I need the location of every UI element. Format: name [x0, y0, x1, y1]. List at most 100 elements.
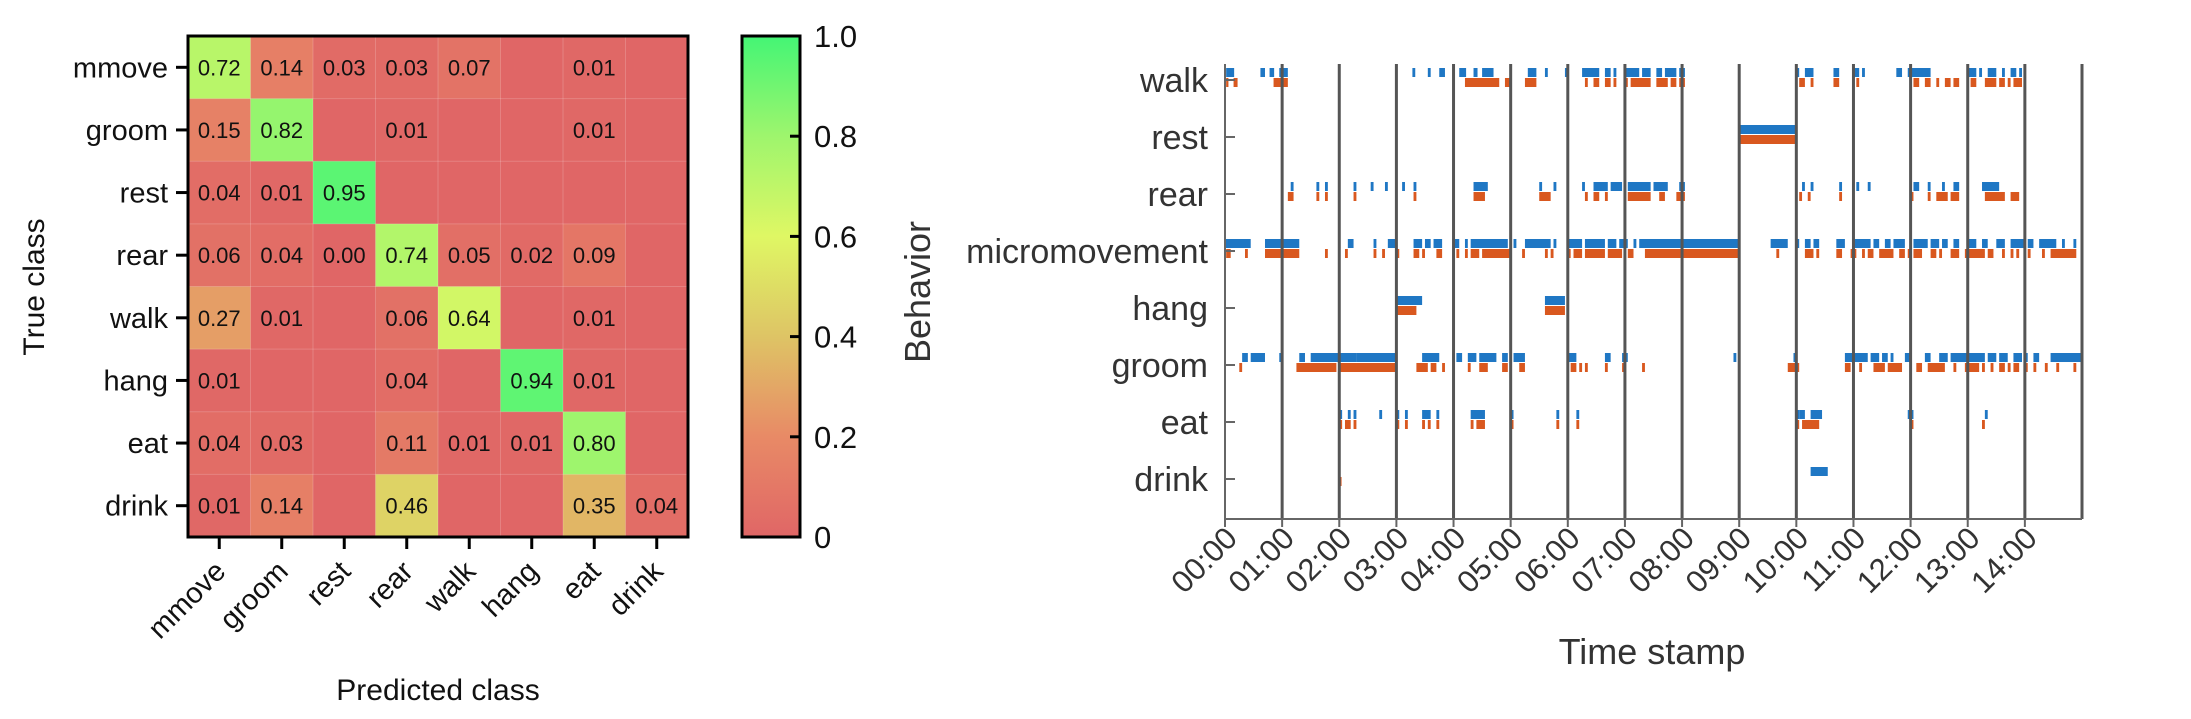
- matrix-cell: [563, 98, 626, 162]
- timeline-segment: [1344, 249, 1348, 258]
- timeline-segment: [1467, 353, 1477, 362]
- timeline-segment: [1373, 249, 1377, 258]
- timeline-segment: [1862, 249, 1865, 258]
- timeline-segment: [1412, 68, 1416, 77]
- timeline-segment: [2073, 239, 2077, 248]
- timeline-segment: [1770, 239, 1788, 248]
- matrix-cell: [313, 286, 376, 350]
- confusion-matrix-frame: [186, 34, 690, 539]
- cell-value: 0.35: [573, 494, 616, 519]
- timeline-segment: [1893, 239, 1905, 248]
- colorbar-tick-label: 0.4: [814, 320, 857, 355]
- timeline-segment: [1624, 68, 1640, 77]
- x-tick-label: mmove: [142, 555, 232, 645]
- timeline-segment: [1987, 249, 1994, 258]
- cell-value: 0.01: [198, 368, 241, 393]
- timeline-segment: [1913, 239, 1928, 248]
- x-tick-label: drink: [603, 555, 670, 622]
- timeline-segment: [2019, 68, 2023, 77]
- timeline-segment: [1287, 192, 1294, 201]
- timeline-segment: [1999, 353, 2008, 362]
- timeline-segment: [2027, 249, 2031, 258]
- cell-value: 0.64: [448, 306, 491, 331]
- timeline-segment: [2013, 353, 2023, 362]
- matrix-cell: [563, 161, 626, 225]
- timeline-segment: [1733, 353, 1737, 362]
- timeline-segment: [1479, 363, 1488, 372]
- timeline-segment: [1593, 78, 1600, 87]
- y-tick-label: rest: [120, 178, 168, 210]
- timeline-segment: [1630, 78, 1651, 87]
- timeline-segment: [1356, 353, 1397, 362]
- timeline-segment: [1413, 249, 1420, 258]
- timeline-segment: [1593, 192, 1600, 201]
- matrix-cell: [625, 349, 689, 413]
- timeline-segment: [1233, 78, 1238, 87]
- matrix-cell: [250, 98, 314, 162]
- matrix-cell: [375, 349, 439, 413]
- y-tick-label: groom: [86, 115, 168, 147]
- behavior-timeline-segment-lines: [1280, 64, 2084, 519]
- matrix-cell: [438, 98, 501, 162]
- matrix-cell: [313, 161, 376, 225]
- timeline-segment: [1396, 296, 1423, 305]
- matrix-cell: [250, 349, 314, 413]
- timeline-segment: [2002, 249, 2005, 258]
- timeline-segment: [1953, 239, 1960, 248]
- timeline-segment: [1970, 78, 1977, 87]
- behavior-label: rest: [1151, 119, 1208, 157]
- timeline-segment: [1867, 249, 1874, 258]
- timeline-segment: [1967, 68, 1977, 77]
- y-tick-label: hang: [103, 365, 168, 397]
- timeline-segment: [1470, 249, 1480, 258]
- timeline-segment: [1539, 192, 1551, 201]
- behavior-timeline-time-labels: 00:0001:0002:0003:0004:0005:0006:0007:00…: [1164, 519, 2044, 600]
- timeline-segment: [1942, 239, 1948, 248]
- timeline-segment: [1979, 68, 1983, 77]
- matrix-cell: [625, 223, 689, 287]
- time-tick-label: 07:00: [1564, 520, 1644, 600]
- timeline-segment: [2050, 249, 2077, 258]
- timeline-segment: [1430, 363, 1437, 372]
- colorbar-tick-label: 0.6: [814, 219, 857, 254]
- timeline-segment: [1422, 353, 1440, 362]
- behavior-label: eat: [1161, 404, 1209, 442]
- x-tick-label: hang: [476, 555, 544, 623]
- timeline-segment: [1787, 363, 1800, 372]
- timeline-segment: [1413, 192, 1417, 201]
- time-tick-label: 14:00: [1964, 520, 2044, 600]
- timeline-segment: [1907, 68, 1910, 77]
- timeline-segment: [2027, 239, 2034, 248]
- timeline-segment: [1816, 249, 1820, 258]
- timeline-segment: [1353, 182, 1357, 191]
- cell-value: 0.01: [198, 494, 241, 519]
- timeline-segment: [2050, 353, 2082, 362]
- timeline-segment: [1682, 249, 1740, 258]
- timeline-segment: [1999, 78, 2005, 87]
- timeline-segment: [1853, 68, 1860, 77]
- matrix-cell: [500, 474, 564, 538]
- timeline-segment: [1607, 249, 1623, 258]
- time-tick-label: 00:00: [1164, 520, 1244, 600]
- timeline-segment: [2007, 78, 2011, 87]
- timeline-segment: [1833, 78, 1840, 87]
- cell-value: 0.04: [635, 494, 678, 519]
- timeline-segment: [1804, 68, 1814, 77]
- timeline-segment: [1776, 249, 1780, 258]
- timeline-segment: [1950, 353, 1968, 362]
- timeline-segment: [1964, 363, 1980, 372]
- timeline-segment: [1644, 249, 1683, 258]
- timeline-segment: [1453, 239, 1460, 248]
- matrix-cell: [375, 474, 439, 538]
- timeline-segment: [1504, 78, 1511, 87]
- timeline-segment: [1476, 420, 1485, 429]
- matrix-cell: [375, 286, 439, 350]
- timeline-segment: [1582, 182, 1585, 191]
- matrix-cell: [438, 349, 501, 413]
- timeline-segment: [1404, 410, 1408, 419]
- timeline-segment: [1813, 239, 1820, 248]
- cell-value: 0.01: [573, 306, 616, 331]
- timeline-segment: [2073, 363, 2077, 372]
- timeline-segment: [1670, 78, 1677, 87]
- timeline-segment: [1584, 78, 1588, 87]
